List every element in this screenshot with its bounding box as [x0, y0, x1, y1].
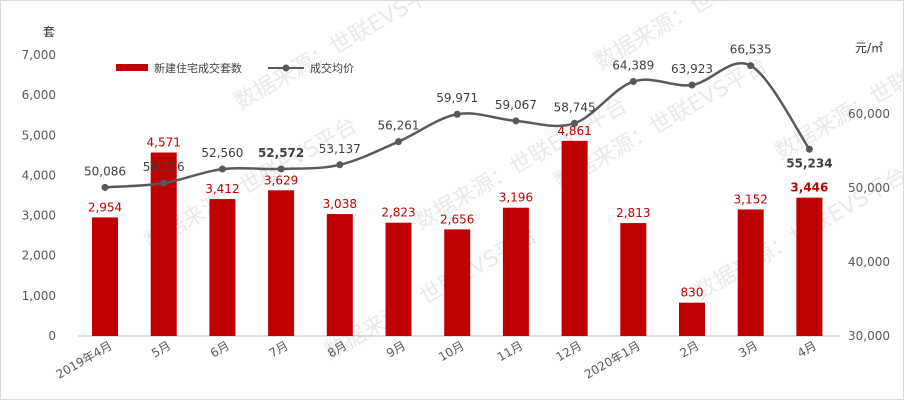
legend-bar-swatch: [116, 64, 148, 71]
left-tick-label: 7,000: [22, 48, 56, 62]
x-tick-label: 2月: [677, 338, 701, 360]
price-point: [512, 117, 520, 125]
price-value-label: 59,067: [495, 98, 537, 112]
x-tick-label: 4月: [795, 338, 819, 360]
legend-bar-label: 新建住宅成交套数: [154, 61, 242, 75]
left-tick-label: 4,000: [22, 168, 56, 182]
price-value-label: 63,923: [671, 62, 713, 76]
line-series: 50,086 50,656 52,560 52,572 53,137 56,261 59,9…: [84, 43, 833, 191]
price-point: [336, 161, 344, 169]
price-point: [101, 183, 109, 191]
price-value-label: 64,389: [612, 59, 654, 73]
bar: [737, 209, 764, 336]
x-tick-label: 3月: [736, 338, 760, 360]
watermark-text: 数据来源：世联EVS平台: [771, 23, 904, 165]
bar: [92, 217, 118, 336]
bar: [444, 229, 471, 336]
left-axis-unit: 套: [43, 25, 55, 39]
bar-value-label: 2,823: [381, 206, 415, 220]
legend-line-marker: [282, 64, 290, 72]
right-tick-label: 60,000: [848, 107, 890, 121]
bar: [561, 140, 588, 336]
bar-value-label: 4,571: [147, 136, 181, 150]
left-tick-label: 3,000: [22, 209, 56, 223]
x-tick-label: 6月: [208, 338, 232, 360]
bar-value-label: 4,861: [557, 124, 591, 138]
left-tick-label: 6,000: [22, 88, 56, 102]
price-value-label: 52,560: [201, 146, 243, 160]
price-point: [747, 62, 755, 70]
x-tick-label: 7月: [267, 338, 291, 360]
price-value-label: 50,086: [84, 164, 126, 178]
right-tick-label: 30,000: [848, 329, 890, 343]
bar: [326, 214, 353, 336]
bar: [385, 222, 412, 336]
bar-value-label: 3,152: [734, 192, 768, 206]
price-point: [688, 81, 696, 89]
price-point: [277, 165, 285, 173]
watermark-text: 数据来源：世联EVS平台: [231, 0, 452, 115]
price-value-label: 53,137: [319, 142, 361, 156]
x-tick-label: 5月: [149, 338, 173, 360]
x-tick-label: 10月: [436, 338, 467, 364]
bar-value-label: 3,446: [790, 181, 828, 195]
bar-value-label: 2,954: [88, 200, 122, 214]
bar: [796, 197, 823, 336]
bar-value-label: 3,196: [499, 191, 533, 205]
legend-line-label: 成交均价: [310, 61, 354, 75]
left-tick-label: 1,000: [22, 289, 56, 303]
bar-value-label: 3,629: [264, 173, 298, 187]
price-value-label: 58,745: [554, 100, 596, 114]
x-tick-label: 12月: [553, 338, 584, 364]
price-point: [218, 165, 226, 173]
x-tick-label: 9月: [384, 338, 408, 360]
x-tick-label: 2020年1月: [582, 338, 643, 381]
bar-value-label: 830: [681, 286, 704, 300]
bar: [620, 223, 647, 336]
bar-value-label: 2,656: [440, 212, 474, 226]
price-point: [629, 78, 637, 86]
price-value-label: 56,261: [378, 119, 420, 133]
bar: [268, 190, 295, 336]
right-tick-label: 50,000: [848, 181, 890, 195]
left-axis-ticks: 0 1,000 2,000 3,000 4,000 5,000 6,000 7,000: [22, 48, 56, 343]
price-value-label: 66,535: [730, 43, 772, 57]
price-value-label: 55,234: [786, 156, 832, 170]
bar-series: 2,954 4,571 3,412 3,629 3,038 2,823 2,656 3,196…: [88, 124, 828, 336]
price-point: [160, 179, 168, 187]
bar: [679, 302, 705, 336]
legend: 新建住宅成交套数 成交均价: [116, 61, 354, 75]
bar-value-label: 2,813: [616, 206, 650, 220]
price-point: [571, 119, 579, 127]
right-axis-ticks: 30,000 40,000 50,000 60,000: [848, 107, 890, 343]
price-point: [453, 110, 461, 118]
bar: [502, 207, 529, 336]
price-value-label: 50,656: [143, 160, 185, 174]
left-tick-label: 0: [48, 329, 56, 343]
x-tick-label: 2019年4月: [54, 338, 115, 381]
price-point: [395, 138, 402, 146]
right-tick-label: 40,000: [848, 255, 890, 269]
bar-value-label: 3,412: [205, 182, 239, 196]
right-axis-unit: 元/㎡: [855, 41, 883, 55]
bar: [209, 199, 236, 336]
left-tick-label: 2,000: [22, 249, 56, 263]
left-tick-label: 5,000: [22, 128, 56, 142]
bar-value-label: 3,038: [323, 197, 357, 211]
x-tick-label: 11月: [495, 338, 526, 364]
price-value-label: 52,572: [258, 146, 304, 160]
price-value-label: 59,971: [436, 91, 478, 105]
price-point: [805, 145, 813, 153]
price-line-path: [104, 62, 811, 189]
